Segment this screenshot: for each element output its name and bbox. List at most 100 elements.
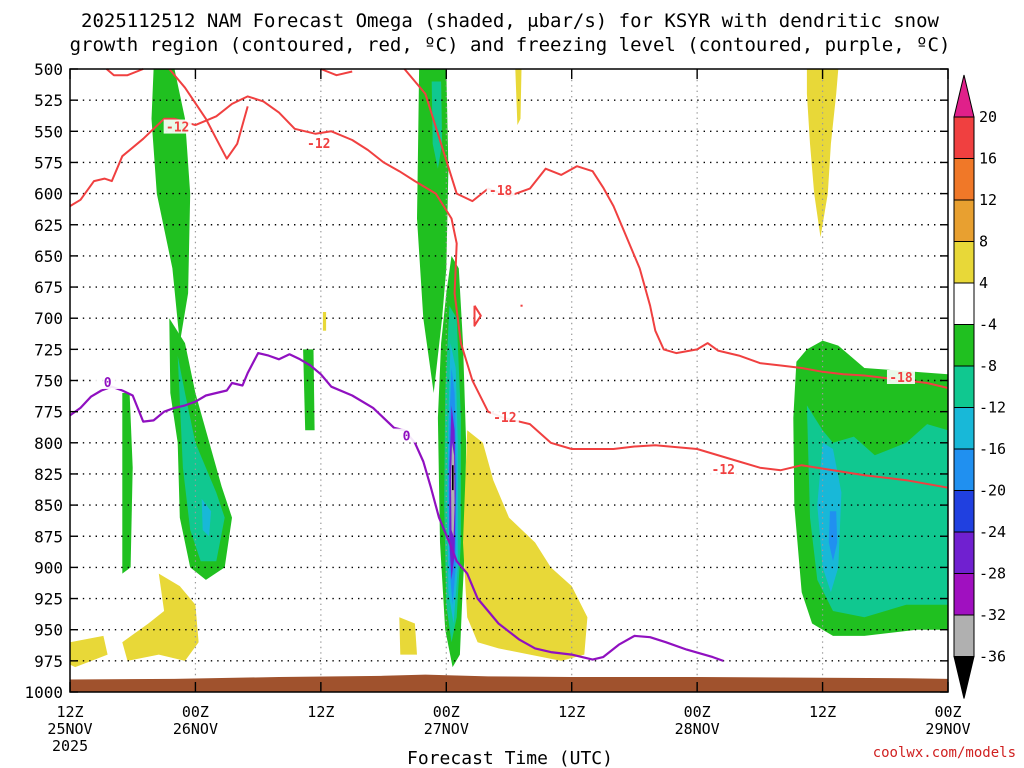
colorbar-tick--24: -24 — [979, 523, 1006, 541]
x-tick-label-12-1: 26NOV — [173, 720, 218, 738]
contour-freezing-level-0 — [69, 352, 724, 662]
colorbar-bin-13 — [953, 614, 975, 657]
x-tick-label-0-1: 25NOV — [47, 720, 92, 738]
svg-text:-12: -12 — [307, 137, 330, 152]
y-axis: 500 525 550 575 600 625 650 675 700 725 750 775 800 8… — [24, 60, 948, 702]
x-tick-label-12-0: 00Z — [182, 703, 209, 721]
colorbar-tick--12: -12 — [979, 399, 1006, 417]
colorbar: 20 16 12 8 4 -4 -8 -12 -16 -20 -24 -28 -32 -36 — [953, 74, 1006, 699]
x-tick-label-72-0: 12Z — [809, 703, 836, 721]
x-tick-label-36-0: 00Z — [433, 703, 460, 721]
colorbar-tick--28: -28 — [979, 565, 1006, 583]
contour-dgz-blob — [473, 305, 482, 327]
y-tick-575: 575 — [34, 153, 948, 172]
x-tick-label-84-1: 29NOV — [925, 720, 970, 738]
omega-area-yellow-24h — [322, 312, 327, 331]
colorbar-bin-9 — [953, 448, 975, 491]
omega-area-yellow-lower-26nov — [122, 573, 199, 661]
colorbar-bin-6 — [953, 324, 975, 367]
contour-dgz-upper-12 — [69, 95, 949, 489]
contour-label-dgz-upper-12: -12 — [163, 119, 192, 136]
y-tick-950: 950 — [34, 621, 948, 640]
y-tick-label-600: 600 — [34, 185, 63, 204]
x-tick-label-48-0: 12Z — [558, 703, 585, 721]
omega-area-cyan-core-26nov — [201, 498, 212, 537]
x-tick-label-60-1: 28NOV — [675, 720, 720, 738]
omega-area-yellow-upper-29nov — [806, 69, 839, 238]
y-tick-900: 900 — [34, 558, 948, 577]
colorbar-tick--36: -36 — [979, 648, 1006, 666]
colorbar-bottom-arrow — [953, 656, 975, 699]
x-tick-label-60-0: 00Z — [684, 703, 711, 721]
colorbar-bin-10 — [953, 490, 975, 533]
svg-text:-12: -12 — [493, 411, 516, 426]
y-tick-775: 775 — [34, 403, 948, 422]
y-tick-label-925: 925 — [34, 590, 63, 609]
x-tick-48: 12Z — [558, 69, 585, 721]
svg-text:-12: -12 — [166, 121, 189, 136]
y-tick-label-500: 500 — [34, 60, 63, 79]
svg-text:-12: -12 — [712, 463, 735, 478]
colorbar-tick--16: -16 — [979, 440, 1006, 458]
omega-area-main-updraft-black — [452, 465, 454, 491]
y-tick-label-750: 750 — [34, 372, 63, 391]
y-tick-650: 650 — [34, 247, 948, 266]
y-tick-label-625: 625 — [34, 216, 63, 235]
contour-dgz-top-18 — [168, 68, 249, 160]
colorbar-bin-4 — [953, 241, 975, 284]
y-tick-label-875: 875 — [34, 527, 63, 546]
y-tick-label-975: 975 — [34, 652, 63, 671]
y-tick-850: 850 — [34, 496, 948, 515]
colorbar-bin-3 — [953, 199, 975, 242]
contour-label-freezing-level-0: 0 — [93, 374, 122, 391]
contour-label-dgz-upper-12: -12 — [709, 462, 738, 478]
x-tick-label-84-0: 00Z — [934, 703, 961, 721]
y-tick-750: 750 — [34, 372, 948, 391]
y-tick-825: 825 — [34, 465, 948, 484]
x-tick-72: 12Z — [809, 69, 836, 721]
contour-label-dgz-mid-18: -18 — [486, 183, 515, 199]
colorbar-tick--32: -32 — [979, 606, 1006, 624]
colorbar-bin-2 — [953, 158, 975, 201]
y-tick-800: 800 — [34, 434, 948, 453]
omega-area-teal-core-26nov — [177, 355, 225, 562]
omega-area-yellow-streak-45h — [515, 69, 522, 126]
terrain-fill — [70, 674, 948, 692]
grid-layer — [70, 69, 948, 692]
omega-area-yellow-27-low — [399, 617, 417, 655]
credit-text: coolwx.com/models — [873, 745, 1016, 761]
svg-text:-18: -18 — [489, 184, 513, 199]
y-tick-label-825: 825 — [34, 465, 63, 484]
y-tick-725: 725 — [34, 340, 948, 359]
y-tick-label-950: 950 — [34, 621, 63, 640]
y-tick-600: 600 — [34, 185, 948, 204]
y-tick-label-850: 850 — [34, 496, 63, 515]
colorbar-tick-8: 8 — [979, 233, 988, 251]
colorbar-tick-16: 16 — [979, 150, 997, 168]
colorbar-tick-12: 12 — [979, 191, 997, 209]
y-tick-625: 625 — [34, 216, 948, 235]
contour-dgz-upper-left — [105, 68, 144, 77]
contour-label-freezing-level-0: 0 — [392, 428, 421, 445]
x-tick-label-0-2: 2025 — [52, 737, 88, 755]
colorbar-tick--20: -20 — [979, 482, 1006, 500]
colorbar-bin-1 — [953, 116, 975, 159]
y-tick-550: 550 — [34, 122, 948, 141]
y-tick-label-1000: 1000 — [24, 683, 63, 702]
x-tick-label-24-0: 12Z — [307, 703, 334, 721]
colorbar-bin-7 — [953, 365, 975, 408]
y-tick-925: 925 — [34, 590, 948, 609]
y-tick-975: 975 — [34, 652, 948, 671]
contour-label-dgz-mid-18: -18 — [886, 370, 915, 386]
omega-area-yellow-left-edge — [70, 635, 108, 668]
y-tick-700: 700 — [34, 309, 948, 328]
colorbar-bin-8 — [953, 407, 975, 450]
colorbar-bin-12 — [953, 573, 975, 616]
omega-area-teal-complex-29nov — [806, 405, 948, 618]
x-tick-label-36-1: 27NOV — [424, 720, 469, 738]
